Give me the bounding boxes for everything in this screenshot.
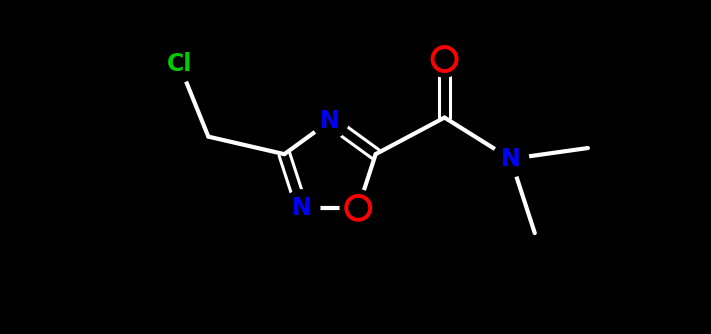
Circle shape — [427, 41, 463, 77]
Circle shape — [284, 190, 320, 226]
Circle shape — [341, 190, 376, 226]
Circle shape — [312, 103, 348, 139]
Circle shape — [493, 141, 529, 177]
Text: Cl: Cl — [166, 52, 192, 76]
Text: N: N — [501, 147, 520, 171]
Text: N: N — [292, 196, 311, 220]
Text: N: N — [320, 109, 340, 133]
Circle shape — [161, 46, 197, 82]
